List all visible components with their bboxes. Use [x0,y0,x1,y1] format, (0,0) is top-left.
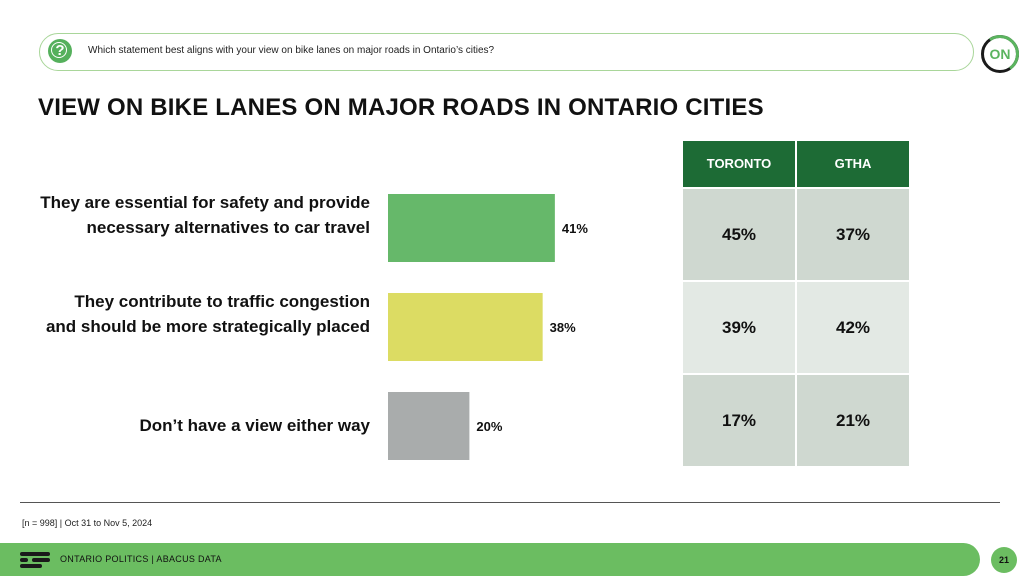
cell-toronto-congestion: 39% [683,282,795,373]
on-logo: ON [977,31,1023,77]
bar-value-label-congestion: 38% [550,320,576,335]
footer-text: ONTARIO POLITICS | ABACUS DATA [60,554,222,564]
abacus-logo-icon [20,552,50,568]
question-banner: ? Which statement best aligns with your … [39,33,974,71]
cell-gtha-essential: 37% [797,189,909,280]
category-label-essential: They are essential for safety and provid… [40,193,370,237]
cell-gtha-congestion: 42% [797,282,909,373]
footer-divider [20,502,1000,503]
cell-toronto-essential: 45% [683,189,795,280]
chart-title: VIEW ON BIKE LANES ON MAJOR ROADS IN ONT… [38,94,764,121]
page-number: 21 [991,547,1017,573]
bar-congestion [388,293,543,361]
header-toronto: TORONTO [683,141,795,187]
bar-essential [388,194,555,262]
category-label-no-view: Don’t have a view either way [139,416,370,435]
cell-gtha-no-view: 21% [797,375,909,466]
question-text: Which statement best aligns with your vi… [88,45,495,56]
question-icon: ? [48,39,72,63]
bar-no-view [388,392,470,460]
footer-bar: ONTARIO POLITICS | ABACUS DATA [0,543,980,576]
category-label-congestion: They contribute to traffic congestion an… [45,292,370,336]
logo-text: ON [989,46,1011,62]
sample-note: [n = 998] | Oct 31 to Nov 5, 2024 [22,518,153,528]
bar-value-label-no-view: 20% [476,419,502,434]
header-gtha: GTHA [797,141,909,187]
bar-chart: 41% 38% 20% [388,194,588,460]
bar-value-label-essential: 41% [562,221,588,236]
cell-toronto-no-view: 17% [683,375,795,466]
